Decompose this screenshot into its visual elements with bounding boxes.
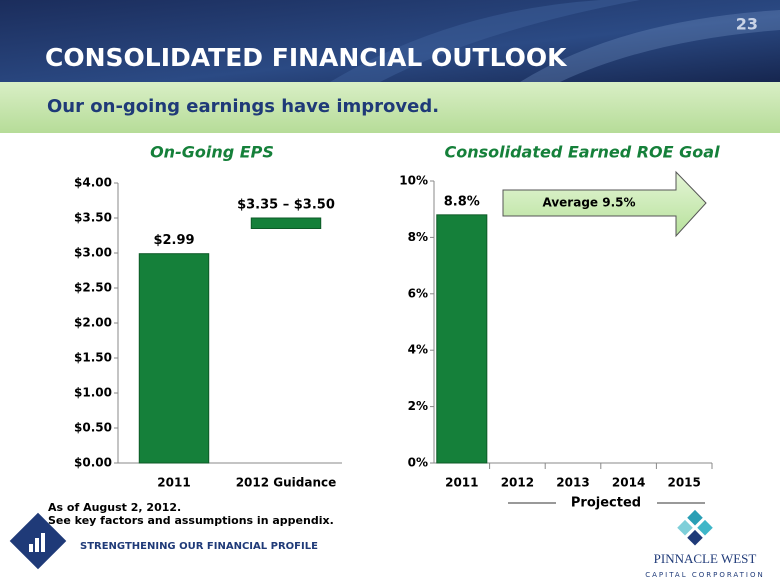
- annotation: Average 9.5%: [542, 196, 635, 210]
- range-bar: [250, 217, 322, 229]
- y-tick-label: 0%: [408, 456, 428, 470]
- y-tick-label: $3.50: [74, 211, 112, 225]
- annotation-arrow: [502, 170, 707, 238]
- y-tick-label: $0.50: [74, 421, 112, 435]
- logo-tagline: CAPITAL CORPORATION: [645, 571, 765, 579]
- y-tick-label: 2%: [408, 399, 428, 413]
- subtitle: Our on-going earnings have improved.: [47, 96, 439, 117]
- footnote: As of August 2, 2012.: [48, 501, 181, 514]
- y-tick-label: 4%: [408, 343, 428, 357]
- x-tick-label: 2014: [612, 476, 645, 490]
- y-tick-label: 6%: [408, 286, 428, 300]
- footer-icon-bar: [35, 538, 39, 552]
- header-decor: [520, 10, 780, 82]
- footer-icon-bar: [41, 533, 45, 552]
- bracket-label: Projected: [571, 496, 641, 511]
- y-tick-label: $2.00: [74, 316, 112, 330]
- value-label: $3.35 – $3.50: [237, 198, 335, 213]
- y-tick-label: $4.00: [74, 176, 112, 190]
- logo-name: PINNACLE WEST: [654, 551, 757, 566]
- bar: [138, 253, 210, 464]
- subtitle-banner: [0, 82, 780, 133]
- x-tick-label: 2011: [157, 476, 190, 490]
- y-tick-label: 10%: [399, 174, 428, 188]
- x-tick-label: 2012: [501, 476, 534, 490]
- chart-title: Consolidated Earned ROE Goal: [444, 143, 720, 162]
- x-tick-label: 2013: [556, 476, 589, 490]
- slide-title: CONSOLIDATED FINANCIAL OUTLOOK: [45, 43, 568, 72]
- y-tick-label: $1.50: [74, 351, 112, 365]
- footnote: See key factors and assumptions in appen…: [48, 514, 334, 527]
- y-tick-label: $2.50: [74, 281, 112, 295]
- value-label: $2.99: [153, 233, 194, 248]
- y-tick-label: $3.00: [74, 246, 112, 260]
- value-label: 8.8%: [444, 194, 480, 209]
- bar: [436, 214, 488, 464]
- header-decor: [330, 0, 640, 82]
- x-tick-label: 2015: [667, 476, 700, 490]
- x-tick-label: 2012 Guidance: [236, 476, 337, 490]
- footer-icon-bar: [29, 544, 33, 552]
- chart-title: On-Going EPS: [150, 143, 274, 162]
- y-tick-label: $0.00: [74, 456, 112, 470]
- x-tick-label: 2011: [445, 476, 478, 490]
- y-tick-label: 8%: [408, 230, 428, 244]
- y-tick-label: $1.00: [74, 386, 112, 400]
- footer-text: STRENGTHENING OUR FINANCIAL PROFILE: [80, 541, 318, 552]
- slide-number: 23: [736, 15, 758, 34]
